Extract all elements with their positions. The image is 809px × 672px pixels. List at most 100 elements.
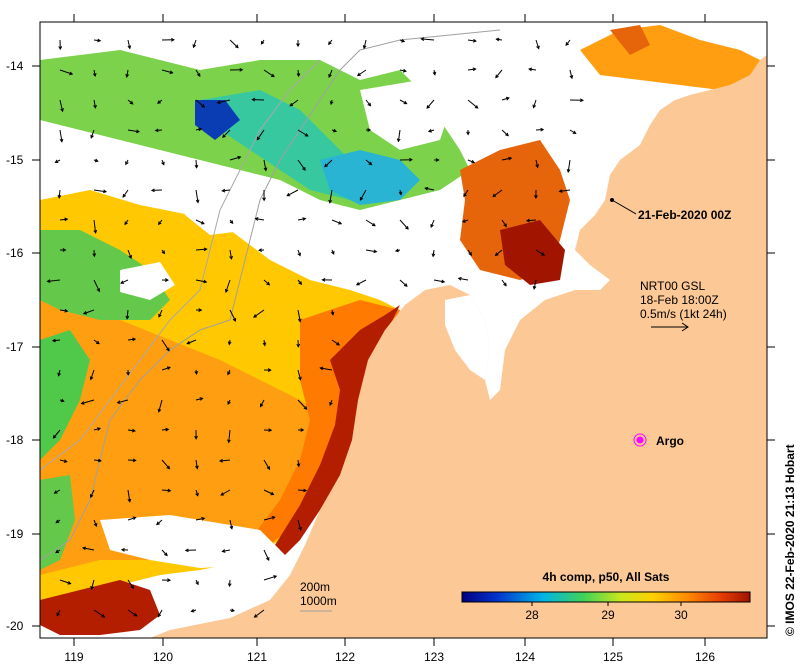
current-arrow — [126, 69, 129, 77]
current-arrow-head — [227, 371, 231, 376]
current-arrow — [559, 189, 571, 192]
current-arrow — [535, 39, 540, 49]
current-arrow — [195, 248, 207, 251]
lat-label-17: -17 — [6, 340, 24, 354]
reference-arrow — [651, 322, 689, 332]
current-arrow — [263, 159, 267, 171]
current-arrow-head — [338, 221, 343, 225]
current-arrow-head — [150, 188, 155, 193]
current-arrow-head — [194, 435, 198, 440]
current-arrow-head — [396, 138, 401, 143]
current-arrow — [467, 68, 476, 71]
current-arrow-head — [157, 100, 161, 104]
current-arrow-head — [503, 223, 507, 228]
current-arrow-head — [128, 254, 132, 259]
current-arrow-head — [55, 519, 60, 524]
current-arrow-head — [362, 45, 367, 50]
current-arrow-head — [403, 283, 408, 287]
current-arrow-head — [432, 71, 437, 76]
current-arrow — [256, 129, 265, 140]
current-arrow — [399, 99, 407, 105]
current-arrow-head — [157, 408, 162, 413]
current-arrow-head — [367, 102, 372, 107]
current-arrow — [229, 156, 241, 161]
current-arrow-head — [229, 255, 233, 260]
current-arrow-head — [534, 195, 538, 200]
current-arrow-head — [430, 224, 434, 228]
bathymetry-contour-2 — [39, 59, 321, 471]
current-arrow — [229, 39, 239, 48]
current-arrow — [289, 99, 299, 107]
current-arrow — [467, 159, 475, 164]
current-arrow-head — [157, 221, 162, 226]
current-arrow-head — [90, 494, 94, 499]
lon-label-125: 125 — [603, 650, 623, 664]
current-arrow-head — [220, 492, 225, 496]
argo-label: Argo — [656, 434, 684, 448]
current-arrow — [399, 219, 409, 230]
current-arrow — [501, 219, 507, 227]
current-arrow-head — [431, 253, 436, 258]
current-arrow — [127, 129, 140, 133]
bathymetry-contour — [39, 29, 501, 561]
current-arrow — [59, 309, 68, 312]
current-arrow — [297, 369, 301, 380]
current-arrow — [157, 609, 163, 617]
axis-ticks — [32, 14, 775, 646]
current-arrow-head — [329, 101, 334, 106]
current-arrow — [52, 339, 61, 342]
current-arrow — [127, 489, 131, 502]
current-arrow — [195, 189, 199, 203]
current-arrow-head — [569, 75, 574, 80]
current-arrow-head — [155, 521, 160, 526]
current-arrow — [225, 279, 231, 293]
current-arrow-head — [89, 376, 94, 381]
current-arrow-head — [231, 608, 236, 613]
current-arrow-head — [263, 167, 268, 172]
current-arrow-head — [126, 371, 130, 376]
current-arrow-head — [302, 217, 307, 221]
current-arrow — [286, 189, 299, 197]
current-arrow-head — [57, 372, 61, 377]
current-arrow-head — [271, 516, 276, 520]
current-arrow — [228, 429, 231, 443]
current-arrow-head — [222, 134, 226, 139]
current-arrow-head — [466, 131, 470, 136]
current-arrow — [195, 99, 205, 108]
current-arrow-head — [359, 197, 364, 201]
current-arrow — [397, 129, 401, 142]
current-arrow-head — [319, 366, 324, 371]
current-arrow — [263, 575, 277, 581]
current-arrow-head — [90, 585, 94, 591]
current-arrow — [127, 429, 135, 432]
current-arrow-head — [166, 465, 171, 470]
current-arrow — [320, 367, 333, 371]
current-arrow — [47, 279, 61, 282]
current-arrow — [252, 99, 265, 101]
current-arrow-head — [435, 158, 440, 162]
current-arrow — [90, 489, 95, 498]
current-arrow — [297, 309, 301, 322]
current-arrow-head — [262, 197, 266, 202]
current-arrow-head — [59, 138, 64, 143]
current-arrow — [127, 609, 137, 617]
current-arrow — [59, 579, 71, 585]
current-arrow — [526, 219, 537, 222]
current-arrow-head — [328, 74, 332, 78]
current-arrow — [399, 279, 408, 287]
current-arrow-head — [192, 44, 197, 49]
current-arrow-head — [371, 222, 376, 227]
current-arrow-head — [328, 41, 332, 46]
current-arrow-head — [221, 188, 226, 193]
contour-label-200m: 200m — [300, 580, 330, 594]
current-arrow-head — [133, 612, 138, 617]
lat-label-19: -19 — [6, 527, 24, 541]
current-arrow-head — [120, 280, 125, 284]
current-arrow-head — [239, 67, 244, 72]
current-arrow — [195, 159, 198, 168]
current-arrow-head — [298, 281, 303, 285]
current-arrow-head — [324, 163, 328, 168]
lon-label-119: 119 — [64, 650, 83, 664]
current-arrow — [161, 489, 171, 492]
